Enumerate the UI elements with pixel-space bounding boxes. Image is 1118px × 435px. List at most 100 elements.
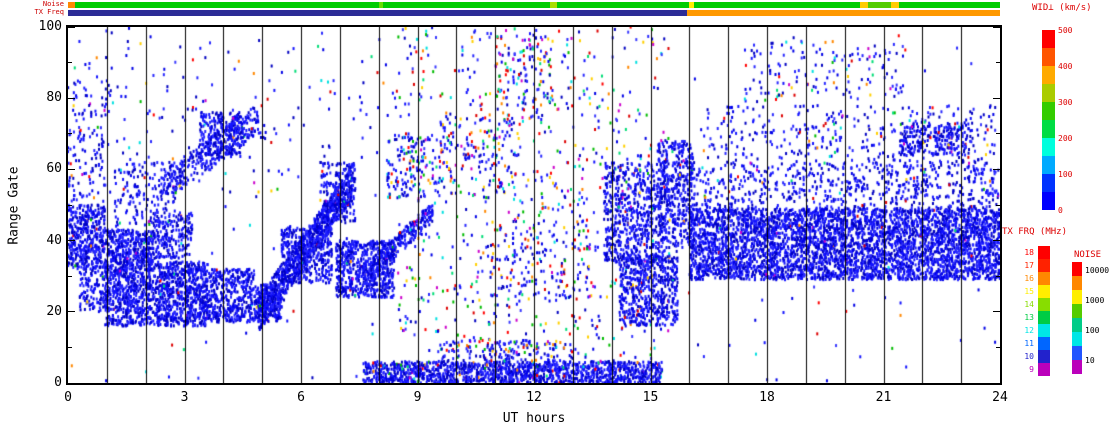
y-axis-label: Range Gate xyxy=(6,166,22,245)
y-tick-label: 0 xyxy=(54,375,62,390)
wid-colorbar-tick: 400 xyxy=(1058,62,1073,71)
x-tick-label: 0 xyxy=(64,390,72,405)
txfrq-legend-title: TX FRQ (MHz) xyxy=(1002,227,1068,237)
txfrq-tick-label: 9 xyxy=(1029,365,1034,374)
y-tick-mark xyxy=(996,204,1000,206)
wid-colorbar-segment xyxy=(1042,30,1055,48)
y-tick-mark xyxy=(68,133,72,135)
noise-colorbar-segment xyxy=(1072,318,1082,332)
wid-colorbar-tick: 200 xyxy=(1058,134,1073,143)
noise-strip-segment xyxy=(899,2,1000,8)
noise-strip-segment xyxy=(68,2,75,8)
noise-strip-label: Noise xyxy=(42,0,64,8)
txfrq-color-box xyxy=(1038,246,1050,259)
y-tick-mark xyxy=(996,346,1000,348)
y-tick-mark xyxy=(993,26,1000,28)
txfrq-tick-label: 12 xyxy=(1024,326,1034,335)
noise-colorbar-segment xyxy=(1072,262,1082,276)
wid-colorbar-segment xyxy=(1042,120,1055,138)
noise-colorbar-segment xyxy=(1072,360,1082,374)
noise-tick-label: 10 xyxy=(1085,356,1095,365)
noise-tick-label: 1000 xyxy=(1085,296,1105,305)
y-tick-mark xyxy=(68,275,72,277)
y-tick-mark xyxy=(993,240,1000,242)
y-tick-label: 40 xyxy=(46,232,62,248)
y-tick-mark xyxy=(68,240,75,242)
y-tick-label: 60 xyxy=(46,161,62,177)
x-tick-label: 18 xyxy=(759,390,775,405)
wid-colorbar-tick: 0 xyxy=(1058,206,1063,215)
y-tick-mark xyxy=(996,133,1000,135)
plot-canvas xyxy=(68,27,1000,383)
wid-colorbar-segment xyxy=(1042,138,1055,156)
txfrq-tick-label: 17 xyxy=(1024,261,1034,270)
x-tick-label: 3 xyxy=(180,390,189,405)
txfreq-strip-segment xyxy=(68,10,688,16)
noise-strip-segment xyxy=(378,2,384,8)
wid-colorbar-segment xyxy=(1042,66,1055,84)
txfrq-tick-label: 14 xyxy=(1024,300,1034,309)
y-tick-mark xyxy=(996,62,1000,64)
noise-strip-segment xyxy=(74,2,379,8)
y-tick-mark xyxy=(996,275,1000,277)
txfreq-strip-segment xyxy=(687,10,1000,16)
x-tick-label: 15 xyxy=(642,390,659,405)
y-tick-label: 100 xyxy=(38,19,62,34)
wid-colorbar-segment xyxy=(1042,84,1055,102)
noise-strip-segment xyxy=(891,2,900,8)
txfrq-tick-label: 10 xyxy=(1024,352,1034,361)
txfrq-color-box xyxy=(1038,259,1050,272)
y-tick-mark xyxy=(68,346,72,348)
noise-colorbar-segment xyxy=(1072,332,1082,346)
noise-strip-segment xyxy=(860,2,868,8)
y-tick-mark xyxy=(68,311,75,313)
txfrq-color-box xyxy=(1038,363,1050,376)
x-tick-label: 6 xyxy=(297,390,305,405)
y-tick-mark xyxy=(68,382,75,384)
x-axis-label: UT hours xyxy=(502,411,566,426)
txfrq-tick-label: 18 xyxy=(1024,248,1034,257)
wid-colorbar-tick: 500 xyxy=(1058,26,1073,35)
noise-strip-segment xyxy=(689,2,694,8)
noise-legend-title: NOISE xyxy=(1074,250,1102,260)
txfrq-color-box xyxy=(1038,298,1050,311)
txfrq-tick-label: 11 xyxy=(1024,339,1034,348)
noise-colorbar-segment xyxy=(1072,346,1082,360)
txfreq-strip-label: TX Freq xyxy=(34,8,64,16)
txfrq-tick-label: 15 xyxy=(1024,287,1034,296)
txfrq-color-box xyxy=(1038,324,1050,337)
noise-colorbar-segment xyxy=(1072,290,1082,304)
wid-colorbar-tick: 300 xyxy=(1058,98,1073,107)
y-tick-mark xyxy=(993,382,1000,384)
wid-colorbar-segment xyxy=(1042,48,1055,66)
noise-strip-segment xyxy=(867,2,892,8)
txfrq-color-box xyxy=(1038,285,1050,298)
y-tick-label: 20 xyxy=(46,303,62,319)
wid-colorbar-segment xyxy=(1042,102,1055,120)
noise-colorbar xyxy=(1072,262,1082,374)
txfrq-tick-label: 13 xyxy=(1024,313,1034,322)
noise-colorbar-segment xyxy=(1072,276,1082,290)
x-tick-label: 24 xyxy=(992,390,1008,405)
wid-colorbar-tick: 100 xyxy=(1058,170,1073,179)
y-tick-mark xyxy=(993,97,1000,99)
txfrq-color-box xyxy=(1038,272,1050,285)
txfrq-color-box xyxy=(1038,311,1050,324)
noise-strip-segment xyxy=(549,2,558,8)
wid-colorbar xyxy=(1042,30,1055,210)
noise-tick-label: 10000 xyxy=(1085,266,1110,275)
y-tick-mark xyxy=(68,168,75,170)
noise-strip-segment xyxy=(693,2,861,8)
y-tick-mark xyxy=(68,26,75,28)
wid-colorbar-segment xyxy=(1042,192,1055,210)
noise-tick-label: 100 xyxy=(1085,326,1100,335)
wid-colorbar-title: WID⊥ (km/s) xyxy=(1032,3,1092,13)
y-tick-mark xyxy=(993,168,1000,170)
noise-strip xyxy=(68,2,1000,8)
y-tick-label: 80 xyxy=(46,90,62,106)
wid-colorbar-segment xyxy=(1042,174,1055,192)
wid-colorbar-segment xyxy=(1042,156,1055,174)
y-tick-mark xyxy=(993,311,1000,313)
y-tick-mark xyxy=(68,97,75,99)
